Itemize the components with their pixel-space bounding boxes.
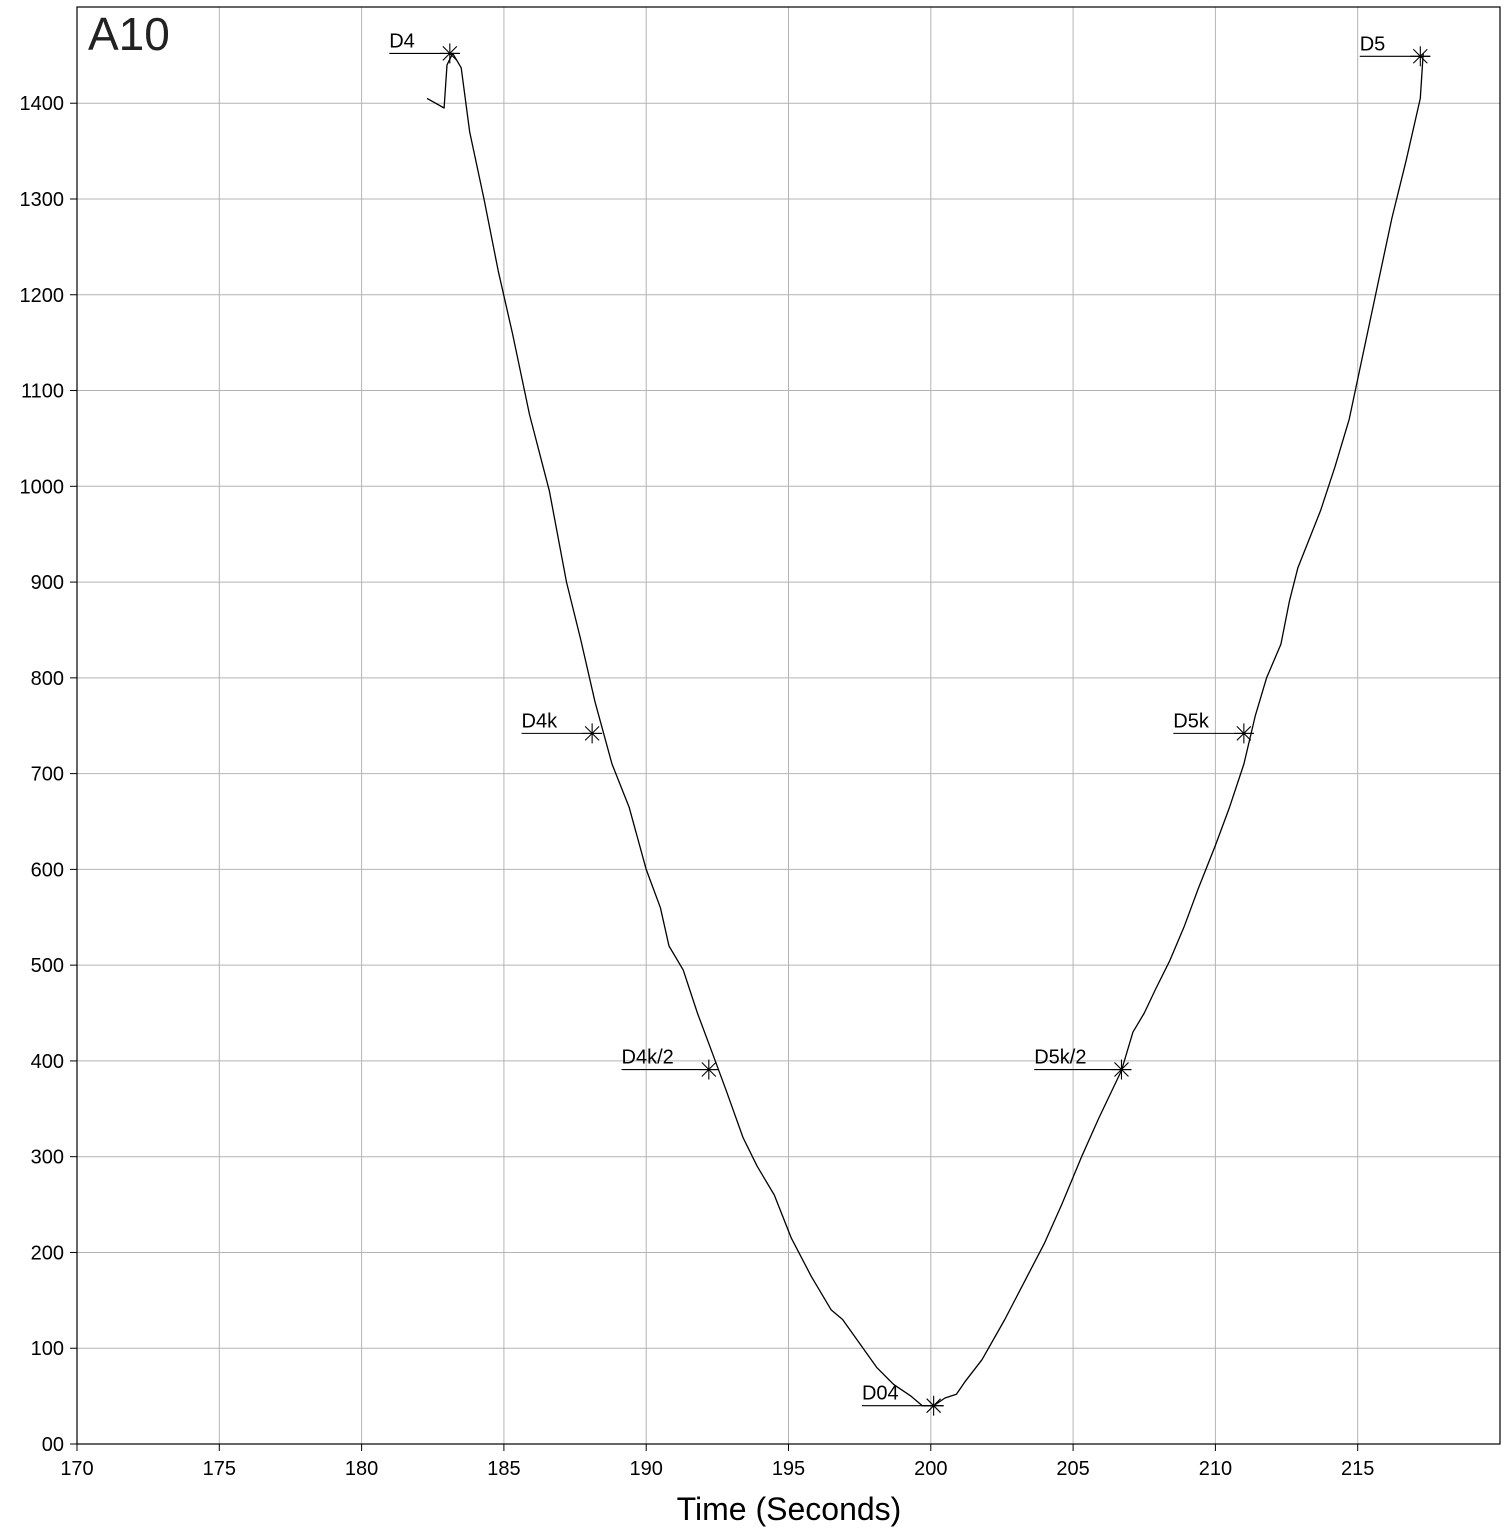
y-tick-label: 500 bbox=[31, 955, 64, 977]
marker-d4k: D4k bbox=[521, 710, 603, 744]
y-tick-label: 1300 bbox=[20, 189, 65, 211]
marker-label: D5k bbox=[1173, 710, 1210, 732]
marker-label: D5k/2 bbox=[1034, 1047, 1086, 1069]
marker-label: D4k/2 bbox=[622, 1047, 674, 1069]
y-tick-label: 800 bbox=[31, 668, 64, 690]
marker-d5k-2: D5k/2 bbox=[1034, 1047, 1132, 1080]
y-tick-label: 300 bbox=[31, 1147, 64, 1169]
x-tick-label: 170 bbox=[60, 1458, 93, 1480]
x-axis-label: Time (Seconds) bbox=[677, 1491, 902, 1527]
x-tick-label: 200 bbox=[914, 1458, 947, 1480]
y-tick-label: 1400 bbox=[20, 93, 65, 115]
marker-d4k-2: D4k/2 bbox=[621, 1047, 719, 1080]
x-tick-label: 185 bbox=[487, 1458, 520, 1480]
x-axis-ticks: 170 175 180 185 190 195 200 205 210 215 bbox=[60, 1444, 1374, 1480]
marker-d4: D4 bbox=[389, 30, 460, 64]
x-tick-label: 195 bbox=[772, 1458, 805, 1480]
marker-d04: D04 bbox=[861, 1383, 944, 1416]
plot-frame bbox=[76, 6, 1501, 1445]
y-tick-label: 00 bbox=[42, 1434, 64, 1456]
y-tick-label: 1200 bbox=[20, 285, 65, 307]
x-tick-label: 190 bbox=[630, 1458, 663, 1480]
marker-label: D4k bbox=[522, 710, 559, 732]
y-tick-label: 600 bbox=[31, 859, 64, 881]
y-tick-label: 700 bbox=[31, 764, 64, 786]
x-tick-label: 175 bbox=[203, 1458, 236, 1480]
marker-d5: D5 bbox=[1359, 33, 1431, 67]
y-tick-label: 900 bbox=[31, 572, 64, 594]
marker-d5k: D5k bbox=[1173, 710, 1254, 744]
x-tick-label: 205 bbox=[1056, 1458, 1089, 1480]
y-tick-label: 1000 bbox=[20, 476, 65, 498]
y-tick-label: 400 bbox=[31, 1051, 64, 1073]
annotation-markers: D4 D4k D4k/2 D04 D5k/2 D5k D5 bbox=[389, 30, 1431, 1416]
y-axis-ticks: 00 100 200 300 400 500 600 700 800 900 1000 1100 120… bbox=[20, 93, 77, 1456]
marker-label: D5 bbox=[1360, 33, 1386, 55]
y-tick-label: 200 bbox=[31, 1242, 64, 1264]
marker-label: D04 bbox=[862, 1383, 899, 1405]
x-tick-label: 210 bbox=[1199, 1458, 1232, 1480]
x-tick-label: 180 bbox=[345, 1458, 378, 1480]
x-tick-label: 215 bbox=[1341, 1458, 1374, 1480]
chart-title: A10 bbox=[88, 8, 170, 60]
y-tick-label: 1100 bbox=[21, 381, 64, 403]
y-tick-label: 100 bbox=[31, 1338, 64, 1360]
marker-label: D4 bbox=[389, 30, 415, 52]
